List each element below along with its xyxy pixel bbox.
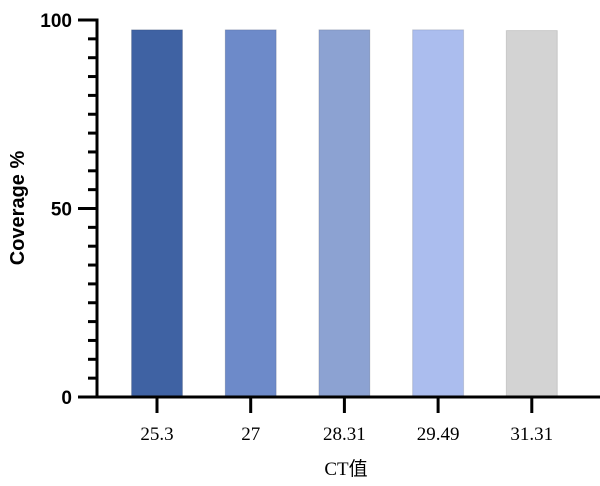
y-tick-label: 0	[61, 388, 72, 409]
y-tick-label: 100	[40, 11, 72, 32]
y-tick-label: 50	[51, 200, 72, 221]
x-tick-label: 31.31	[510, 424, 553, 445]
y-axis-label: Coverage %	[7, 151, 29, 266]
x-tick-label: 25.3	[140, 424, 173, 445]
bar-31.31	[505, 30, 558, 398]
bar-29.49	[412, 29, 465, 398]
bar-25.3	[131, 29, 183, 398]
x-tick-label: 27	[241, 424, 260, 445]
bar-28.31	[318, 29, 371, 398]
x-tick-label: 29.49	[417, 424, 460, 445]
bar-27	[224, 29, 277, 398]
x-tick-label: 28.31	[323, 424, 366, 445]
x-axis-label: CT值	[324, 458, 367, 480]
